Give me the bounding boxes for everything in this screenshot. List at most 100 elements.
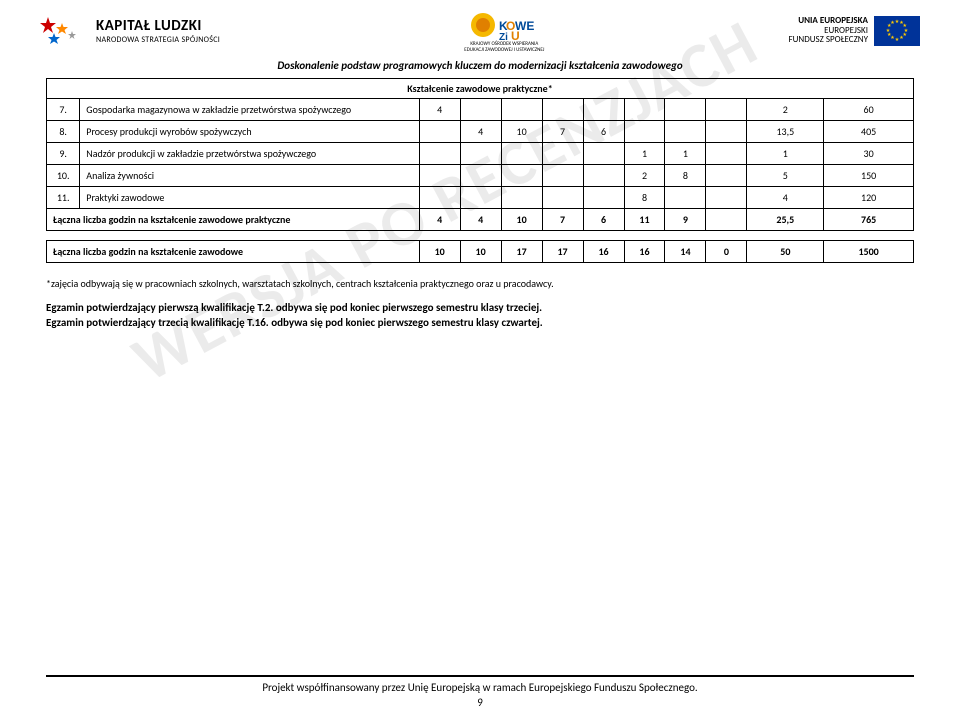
- sum1-c5: 11: [624, 209, 665, 231]
- logo-center-sub2: EDUKACJI ZAWODOWEJ I USTAWICZNEJ: [464, 48, 544, 54]
- row-num: 10.: [47, 165, 80, 187]
- cell: 4: [419, 99, 460, 121]
- logo-kapital-ludzki: KAPITAŁ LUDZKI NARODOWA STRATEGIA SPÓJNO…: [40, 15, 220, 47]
- sum-row-practical: Łączna liczba godzin na kształcenie zawo…: [47, 209, 914, 231]
- project-title: Doskonalenie podstaw programowych klucze…: [0, 57, 960, 78]
- table-row: 11.Praktyki zawodowe84120: [47, 187, 914, 209]
- cell: [542, 99, 583, 121]
- cell: [460, 187, 501, 209]
- sum1-c2: 10: [501, 209, 542, 231]
- exam-info-1: Egzamin potwierdzający pierwszą kwalifik…: [46, 300, 914, 315]
- cell: [665, 187, 706, 209]
- cell: [542, 165, 583, 187]
- cell: 30: [824, 143, 914, 165]
- sum2-c8: 50: [747, 241, 824, 263]
- eu-flag-icon: ★★★★★★★★★★★★: [874, 16, 920, 46]
- cell: [501, 187, 542, 209]
- cell: [624, 99, 665, 121]
- cell: [460, 165, 501, 187]
- sum1-c1: 4: [460, 209, 501, 231]
- cell: [583, 143, 624, 165]
- page-number: 9: [46, 696, 914, 709]
- sum2-c9: 1500: [824, 241, 914, 263]
- sum2-label: Łączna liczba godzin na kształcenie zawo…: [47, 241, 420, 263]
- section-header-row: Kształcenie zawodowe praktyczne*: [47, 79, 914, 99]
- cell: 4: [460, 121, 501, 143]
- sum1-c9: 765: [824, 209, 914, 231]
- sum1-c6: 9: [665, 209, 706, 231]
- cell: [706, 165, 747, 187]
- sum2-c5: 16: [624, 241, 665, 263]
- cell: [665, 121, 706, 143]
- sum1-c4: 6: [583, 209, 624, 231]
- table-row: 9.Nadzór produkcji w zakładzie przetwórs…: [47, 143, 914, 165]
- cell: 60: [824, 99, 914, 121]
- cell: [706, 143, 747, 165]
- cell: 10: [501, 121, 542, 143]
- cell: 1: [665, 143, 706, 165]
- cell: 405: [824, 121, 914, 143]
- spacer-row: [47, 231, 914, 241]
- sum-row-total: Łączna liczba godzin na kształcenie zawo…: [47, 241, 914, 263]
- logo-koweziu: K O WE Zi U KRAJOWY OŚRODEK WSPIERANIA E…: [464, 8, 544, 53]
- logo-eu: UNIA EUROPEJSKA EUROPEJSKI FUNDUSZ SPOŁE…: [788, 16, 920, 46]
- section-title: Kształcenie zawodowe praktyczne*: [47, 79, 914, 99]
- table-row: 8.Procesy produkcji wyrobów spożywczych 4…: [47, 121, 914, 143]
- cell: 5: [747, 165, 824, 187]
- sum2-c7: 0: [706, 241, 747, 263]
- footnote: *zajęcia odbywają się w pracowniach szko…: [46, 277, 914, 290]
- row-name: Nadzór produkcji w zakładzie przetwórstw…: [80, 143, 419, 165]
- logo-kl-sub: NARODOWA STRATEGIA SPÓJNOŚCI: [96, 35, 220, 45]
- sum2-c3: 17: [542, 241, 583, 263]
- cell: [665, 99, 706, 121]
- cell: 2: [624, 165, 665, 187]
- cell: 8: [624, 187, 665, 209]
- cell: [501, 99, 542, 121]
- eu-line3: FUNDUSZ SPOŁECZNY: [788, 35, 868, 45]
- row-name: Procesy produkcji wyrobów spożywczych: [80, 121, 419, 143]
- row-name: Praktyki zawodowe: [80, 187, 419, 209]
- cell: 6: [583, 121, 624, 143]
- sum1-c7: [706, 209, 747, 231]
- cell: [624, 121, 665, 143]
- curriculum-table: Kształcenie zawodowe praktyczne* 7.Gospo…: [46, 78, 914, 263]
- cell: 150: [824, 165, 914, 187]
- cell: [542, 187, 583, 209]
- koweziu-icon: K O WE Zi U: [469, 8, 539, 42]
- row-name: Gospodarka magazynowa w zakładzie przetw…: [80, 99, 419, 121]
- cell: [501, 165, 542, 187]
- cell: [706, 187, 747, 209]
- cell: [542, 143, 583, 165]
- sum2-c6: 14: [665, 241, 706, 263]
- sum2-c1: 10: [460, 241, 501, 263]
- kl-stars-icon: [40, 15, 88, 47]
- sum1-c8: 25,5: [747, 209, 824, 231]
- exam-info-2: Egzamin potwierdzający trzecią kwalifika…: [46, 315, 914, 330]
- cell: [501, 143, 542, 165]
- cell: [419, 121, 460, 143]
- row-num: 8.: [47, 121, 80, 143]
- cell: [419, 143, 460, 165]
- footer-text: Projekt współfinansowany przez Unię Euro…: [46, 675, 914, 694]
- cell: 8: [665, 165, 706, 187]
- table-row: 10.Analiza żywności285150: [47, 165, 914, 187]
- row-num: 7.: [47, 99, 80, 121]
- page-header: KAPITAŁ LUDZKI NARODOWA STRATEGIA SPÓJNO…: [0, 0, 960, 57]
- row-num: 9.: [47, 143, 80, 165]
- sum1-c0: 4: [419, 209, 460, 231]
- cell: 13,5: [747, 121, 824, 143]
- cell: 120: [824, 187, 914, 209]
- cell: [460, 99, 501, 121]
- cell: [419, 165, 460, 187]
- logo-kl-main: KAPITAŁ LUDZKI: [96, 17, 202, 35]
- cell: 2: [747, 99, 824, 121]
- cell: [460, 143, 501, 165]
- cell: [583, 187, 624, 209]
- cell: 1: [747, 143, 824, 165]
- cell: [706, 99, 747, 121]
- sum2-c2: 17: [501, 241, 542, 263]
- table-row: 7.Gospodarka magazynowa w zakładzie prze…: [47, 99, 914, 121]
- sum2-c0: 10: [419, 241, 460, 263]
- cell: 7: [542, 121, 583, 143]
- sum1-label: Łączna liczba godzin na kształcenie zawo…: [47, 209, 420, 231]
